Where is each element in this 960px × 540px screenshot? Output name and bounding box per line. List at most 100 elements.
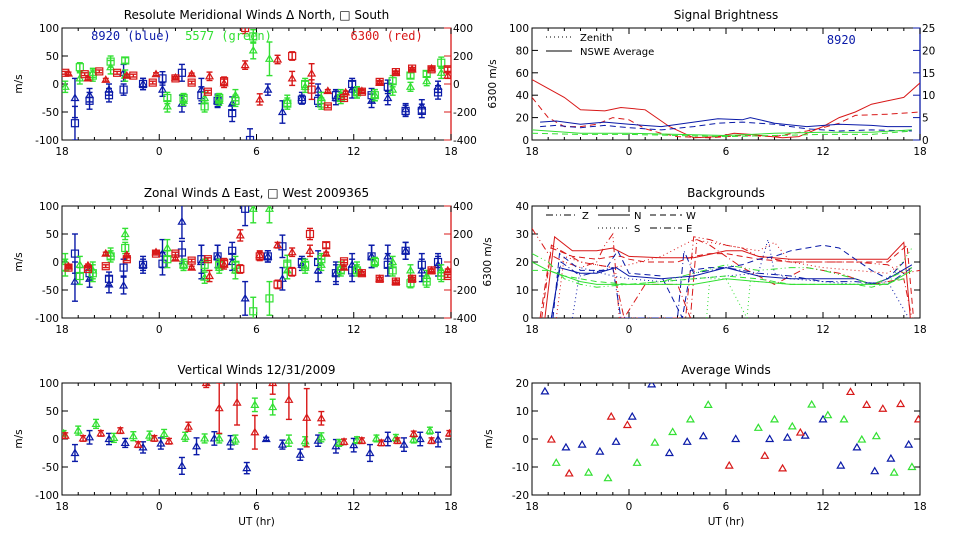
triangle-marker bbox=[561, 442, 571, 451]
triangle-marker bbox=[101, 248, 111, 257]
triangle-marker bbox=[179, 96, 189, 104]
legend-label: N bbox=[634, 211, 641, 222]
series-line-5577-w bbox=[532, 269, 904, 288]
legend-label: S bbox=[634, 224, 640, 235]
square-marker bbox=[219, 77, 229, 86]
y-tick-label: 100 bbox=[39, 378, 59, 390]
plot-area bbox=[62, 28, 451, 140]
series-line-8920-n bbox=[550, 264, 913, 318]
right-y-tick-label: 0 bbox=[922, 135, 929, 147]
triangle-marker bbox=[305, 246, 315, 254]
y-axis-label: m/s bbox=[13, 429, 25, 448]
x-tick-label: 18 bbox=[55, 324, 68, 336]
triangle-marker bbox=[896, 399, 906, 408]
right-y-axis-label: 6300 m/s bbox=[487, 59, 499, 108]
triangle-marker bbox=[778, 463, 788, 472]
square-marker bbox=[370, 257, 379, 267]
square-marker bbox=[322, 241, 331, 250]
triangle-marker bbox=[862, 400, 872, 408]
triangle-marker bbox=[603, 473, 613, 482]
square-marker bbox=[113, 68, 122, 77]
triangle-marker bbox=[685, 414, 695, 423]
x-axis-label: UT (hr) bbox=[238, 516, 275, 528]
triangle-marker bbox=[427, 435, 437, 444]
triangle-marker bbox=[698, 431, 708, 440]
triangle-marker bbox=[878, 404, 888, 412]
triangle-marker bbox=[115, 425, 125, 434]
triangle-marker bbox=[339, 437, 349, 445]
triangle-marker bbox=[584, 467, 594, 476]
triangle-marker bbox=[183, 421, 193, 430]
square-marker bbox=[283, 259, 292, 268]
x-tick-label: 0 bbox=[626, 146, 633, 158]
series-line-5577-nswe-average bbox=[532, 129, 912, 137]
triangle-marker bbox=[177, 461, 187, 469]
square-marker bbox=[231, 96, 240, 105]
triangle-marker bbox=[383, 93, 393, 102]
triangle-marker bbox=[187, 69, 197, 78]
chart-title: Backgrounds bbox=[687, 186, 765, 200]
square-marker bbox=[265, 294, 274, 303]
legend-annotation-blue: 8920 (blue) bbox=[91, 29, 170, 43]
triangle-marker bbox=[795, 427, 805, 436]
x-tick-label: 12 bbox=[347, 146, 360, 158]
x-tick-label: 0 bbox=[156, 501, 163, 513]
y-tick-label: -100 bbox=[35, 490, 59, 502]
triangle-marker bbox=[96, 428, 106, 437]
square-marker bbox=[228, 109, 237, 118]
chart-title: Zonal Winds Δ East, □ West 2009365 bbox=[144, 186, 369, 200]
square-marker bbox=[357, 87, 366, 96]
right-y-tick-label: 0 bbox=[453, 257, 460, 269]
square-marker bbox=[375, 274, 384, 283]
triangle-marker bbox=[157, 84, 168, 93]
square-marker bbox=[83, 264, 93, 274]
square-marker bbox=[408, 64, 417, 73]
x-tick-label: 18 bbox=[55, 146, 68, 158]
square-marker bbox=[249, 32, 258, 41]
triangle-marker bbox=[214, 403, 224, 412]
right-y-tick-label: -400 bbox=[453, 135, 477, 147]
legend: Z N W S E bbox=[546, 211, 696, 235]
square-marker bbox=[203, 87, 212, 96]
triangle-marker bbox=[284, 395, 294, 403]
square-marker bbox=[288, 267, 297, 276]
right-y-tick-label: 25 bbox=[922, 23, 935, 35]
square-marker bbox=[241, 206, 250, 213]
chart-title: Average Winds bbox=[681, 363, 771, 377]
triangle-marker bbox=[852, 442, 862, 451]
triangle-marker bbox=[104, 279, 114, 288]
triangle-marker bbox=[209, 433, 219, 442]
x-tick-label: 18 bbox=[525, 146, 538, 158]
triangle-marker bbox=[376, 438, 386, 447]
triangle-marker bbox=[91, 419, 101, 427]
triangle-marker bbox=[242, 463, 252, 472]
triangle-marker bbox=[647, 383, 657, 388]
x-tick-label: 18 bbox=[913, 146, 926, 158]
square-marker bbox=[427, 65, 436, 74]
meridional-winds-panel: Resolute Meridional Winds Δ North, □ Sou… bbox=[13, 8, 499, 158]
square-marker bbox=[301, 260, 310, 269]
square-marker bbox=[163, 255, 172, 264]
y-tick-label: 50 bbox=[46, 229, 59, 241]
square-marker bbox=[171, 249, 180, 258]
triangle-marker bbox=[104, 434, 114, 443]
triangle-marker bbox=[62, 82, 70, 90]
plot-area bbox=[532, 228, 920, 318]
square-marker bbox=[129, 71, 138, 80]
wavelength-annotation: 8920 bbox=[827, 33, 856, 47]
square-marker bbox=[203, 255, 212, 264]
triangle-marker bbox=[664, 448, 674, 457]
square-marker bbox=[263, 252, 272, 261]
right-y-tick-label: 400 bbox=[453, 23, 473, 35]
square-marker bbox=[283, 99, 292, 108]
square-marker bbox=[348, 79, 357, 89]
average-winds-panel: Average Winds 18 0 6 12 18 20 10 0 -10 -20 m/s UT (h… bbox=[483, 363, 927, 528]
triangle-marker bbox=[540, 386, 550, 395]
x-axis-label: UT (hr) bbox=[708, 516, 745, 528]
square-marker bbox=[88, 71, 97, 80]
right-y-tick-label: -200 bbox=[453, 285, 477, 297]
triangle-marker bbox=[357, 268, 367, 277]
square-marker bbox=[179, 93, 188, 103]
triangle-marker bbox=[443, 70, 451, 79]
